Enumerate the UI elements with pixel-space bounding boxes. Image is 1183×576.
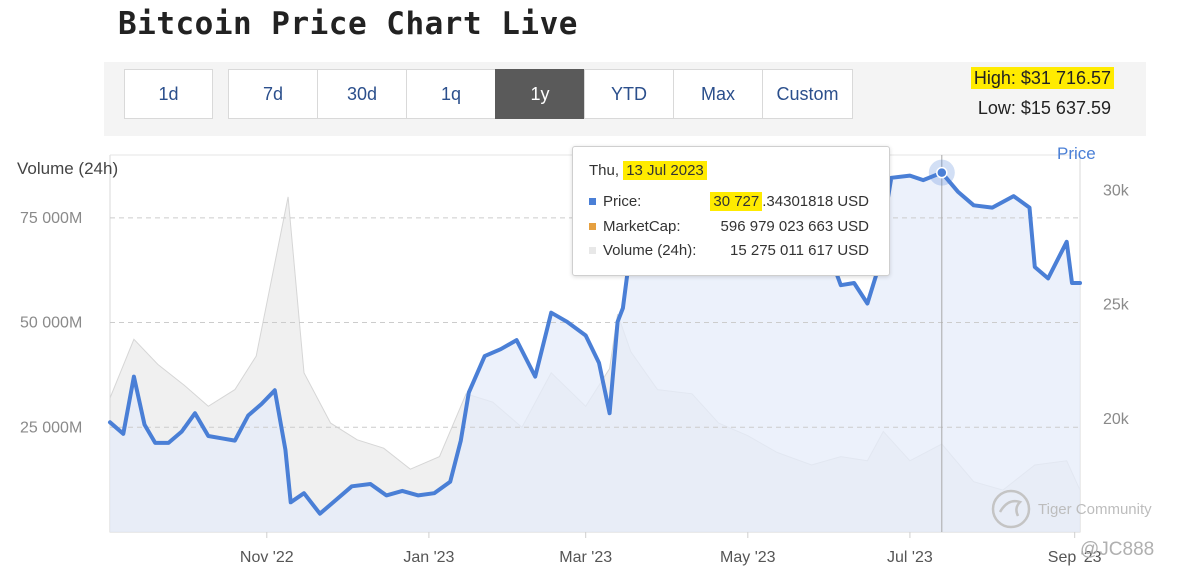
watermark: Tiger Community	[990, 488, 1152, 530]
tooltip-row-marketcap: MarketCap: 596 979 023 663 USD	[589, 216, 869, 236]
left-tick-label: 50 000M	[20, 315, 82, 332]
x-tick-label: Jan '23	[403, 549, 454, 566]
right-tick-label: 25k	[1103, 297, 1130, 314]
volume-series-marker	[589, 246, 596, 254]
range-button-custom[interactable]: Custom	[762, 69, 853, 119]
marketcap-series-marker	[589, 222, 596, 230]
x-tick-label: Sep '23	[1048, 549, 1102, 566]
chart-tooltip: Thu, 13 Jul 2023 Price: 30 727.34301818 …	[572, 146, 890, 276]
range-button-7d[interactable]: 7d	[228, 69, 318, 119]
right-tick-label: 20k	[1103, 411, 1130, 428]
tooltip-date-value: 13 Jul 2023	[623, 161, 707, 180]
range-button-30d[interactable]: 30d	[317, 69, 407, 119]
tiger-logo-icon	[991, 489, 1031, 529]
tooltip-date-prefix: Thu,	[589, 162, 620, 179]
highlight-point	[936, 166, 948, 179]
watermark-text: Tiger Community	[1038, 500, 1152, 518]
tooltip-row-price: Price: 30 727.34301818 USD	[589, 191, 869, 211]
tooltip-price-label: Price:	[603, 192, 642, 210]
range-toolbar: 1d 7d 30d 1q 1y YTD Max Custom High: $31…	[104, 62, 1146, 136]
tooltip-price-value: 30 727.34301818 USD	[710, 191, 869, 211]
x-tick-label: May '23	[720, 549, 776, 566]
left-axis-title: Volume (24h)	[17, 159, 118, 178]
right-axis-title: Price	[1057, 144, 1096, 163]
tooltip-date: Thu, 13 Jul 2023	[589, 161, 707, 180]
range-button-max[interactable]: Max	[673, 69, 763, 119]
x-tick-label: Mar '23	[559, 549, 612, 566]
tooltip-row-volume: Volume (24h): 15 275 011 617 USD	[589, 240, 869, 260]
tooltip-marketcap-label: MarketCap:	[603, 217, 681, 235]
tooltip-marketcap-value: 596 979 023 663 USD	[720, 217, 869, 235]
price-area	[110, 172, 1080, 532]
price-line	[108, 170, 1082, 516]
page-title: Bitcoin Price Chart Live	[118, 6, 578, 42]
left-tick-label: 25 000M	[20, 419, 82, 436]
tooltip-volume-label: Volume (24h):	[603, 241, 697, 259]
range-button-ytd[interactable]: YTD	[584, 69, 674, 119]
left-tick-label: 75 000M	[20, 210, 82, 227]
tooltip-volume-value: 15 275 011 617 USD	[730, 241, 869, 259]
author-handle: @JC888	[1080, 539, 1155, 560]
x-tick-label: Jul '23	[887, 549, 933, 566]
x-tick-label: Nov '22	[240, 549, 294, 566]
range-button-1d[interactable]: 1d	[124, 69, 213, 119]
price-series-marker	[589, 197, 596, 205]
low-price-stat: Low: $15 637.59	[977, 98, 1111, 118]
range-button-1q[interactable]: 1q	[406, 69, 496, 119]
right-tick-label: 30k	[1103, 182, 1130, 199]
high-price-stat: High: $31 716.57	[970, 67, 1114, 89]
